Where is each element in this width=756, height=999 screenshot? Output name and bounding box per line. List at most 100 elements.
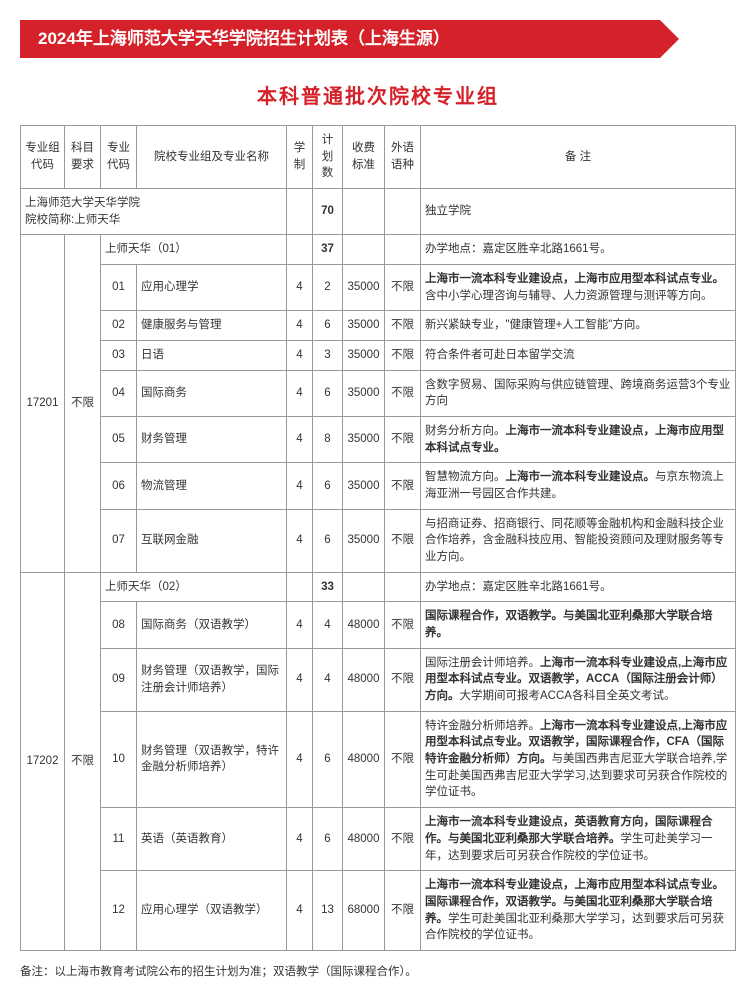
major-code: 04 bbox=[101, 370, 137, 416]
group-subject: 不限 bbox=[65, 235, 101, 572]
major-code: 01 bbox=[101, 265, 137, 311]
major-name: 财务管理（双语教学，国际注册会计师培养） bbox=[137, 648, 287, 711]
major-code: 07 bbox=[101, 509, 137, 572]
group-code: 17202 bbox=[21, 572, 65, 950]
group-lang bbox=[385, 572, 421, 602]
col-duration: 学制 bbox=[287, 126, 313, 189]
major-fee: 48000 bbox=[343, 602, 385, 648]
major-name: 健康服务与管理 bbox=[137, 311, 287, 341]
major-fee: 35000 bbox=[343, 370, 385, 416]
major-lang: 不限 bbox=[385, 311, 421, 341]
col-plan: 计划数 bbox=[313, 126, 343, 189]
major-plan: 6 bbox=[313, 711, 343, 807]
col-fee: 收费标准 bbox=[343, 126, 385, 189]
major-name: 国际商务 bbox=[137, 370, 287, 416]
major-duration: 4 bbox=[287, 711, 313, 807]
major-fee: 35000 bbox=[343, 341, 385, 371]
major-row: 06物流管理4635000不限智慧物流方向。上海市一流本科专业建设点。与京东物流… bbox=[21, 463, 736, 509]
page-banner: 2024年上海师范大学天华学院招生计划表（上海生源） bbox=[20, 20, 660, 58]
major-fee: 68000 bbox=[343, 871, 385, 951]
major-duration: 4 bbox=[287, 417, 313, 463]
major-code: 02 bbox=[101, 311, 137, 341]
col-subject: 科目要求 bbox=[65, 126, 101, 189]
major-duration: 4 bbox=[287, 311, 313, 341]
group-note: 办学地点：嘉定区胜辛北路1661号。 bbox=[421, 572, 736, 602]
major-note: 上海市一流本科专业建设点，上海市应用型本科试点专业。国际课程合作，双语教学。与美… bbox=[421, 871, 736, 951]
group-fee bbox=[343, 235, 385, 265]
major-duration: 4 bbox=[287, 463, 313, 509]
major-note: 含数字贸易、国际采购与供应链管理、跨境商务运营3个专业方向 bbox=[421, 370, 736, 416]
enrollment-table: 专业组代码 科目要求 专业代码 院校专业组及专业名称 学制 计划数 收费标准 外… bbox=[20, 125, 736, 951]
major-code: 11 bbox=[101, 808, 137, 871]
major-plan: 6 bbox=[313, 311, 343, 341]
col-lang: 外语语种 bbox=[385, 126, 421, 189]
major-row: 01应用心理学4235000不限上海市一流本科专业建设点，上海市应用型本科试点专… bbox=[21, 265, 736, 311]
major-note: 国际课程合作，双语教学。与美国北亚利桑那大学联合培养。 bbox=[421, 602, 736, 648]
major-note: 财务分析方向。上海市一流本科专业建设点，上海市应用型本科试点专业。 bbox=[421, 417, 736, 463]
group-code: 17201 bbox=[21, 235, 65, 572]
major-row: 09财务管理（双语教学，国际注册会计师培养）4448000不限国际注册会计师培养… bbox=[21, 648, 736, 711]
major-fee: 48000 bbox=[343, 648, 385, 711]
major-note: 上海市一流本科专业建设点，上海市应用型本科试点专业。含中小学心理咨询与辅导、人力… bbox=[421, 265, 736, 311]
table-body: 上海师范大学天华学院院校简称:上师天华70独立学院17201不限上师天华（01）… bbox=[21, 189, 736, 951]
major-plan: 6 bbox=[313, 370, 343, 416]
major-code: 09 bbox=[101, 648, 137, 711]
col-major: 专业代码 bbox=[101, 126, 137, 189]
page-subtitle: 本科普通批次院校专业组 bbox=[20, 80, 736, 109]
footnote: 备注：以上海市教育考试院公布的招生计划为准；双语教学（国际课程合作）。 bbox=[20, 959, 736, 979]
major-row: 08国际商务（双语教学）4448000不限国际课程合作，双语教学。与美国北亚利桑… bbox=[21, 602, 736, 648]
major-lang: 不限 bbox=[385, 417, 421, 463]
major-fee: 35000 bbox=[343, 509, 385, 572]
major-fee: 35000 bbox=[343, 463, 385, 509]
major-duration: 4 bbox=[287, 265, 313, 311]
school-plan: 70 bbox=[313, 189, 343, 235]
major-lang: 不限 bbox=[385, 463, 421, 509]
major-lang: 不限 bbox=[385, 370, 421, 416]
major-row: 05财务管理4835000不限财务分析方向。上海市一流本科专业建设点，上海市应用… bbox=[21, 417, 736, 463]
major-row: 03日语4335000不限符合条件者可赴日本留学交流 bbox=[21, 341, 736, 371]
major-code: 06 bbox=[101, 463, 137, 509]
major-lang: 不限 bbox=[385, 711, 421, 807]
major-name: 财务管理 bbox=[137, 417, 287, 463]
group-plan: 37 bbox=[313, 235, 343, 265]
group-dur bbox=[287, 572, 313, 602]
col-name: 院校专业组及专业名称 bbox=[137, 126, 287, 189]
major-code: 12 bbox=[101, 871, 137, 951]
major-lang: 不限 bbox=[385, 871, 421, 951]
major-duration: 4 bbox=[287, 509, 313, 572]
major-fee: 48000 bbox=[343, 711, 385, 807]
major-duration: 4 bbox=[287, 370, 313, 416]
major-plan: 4 bbox=[313, 648, 343, 711]
major-note: 与招商证券、招商银行、同花顺等金融机构和金融科技企业合作培养，含金融科技应用、智… bbox=[421, 509, 736, 572]
major-name: 应用心理学（双语教学） bbox=[137, 871, 287, 951]
major-fee: 35000 bbox=[343, 311, 385, 341]
major-fee: 35000 bbox=[343, 265, 385, 311]
col-code: 专业组代码 bbox=[21, 126, 65, 189]
major-duration: 4 bbox=[287, 341, 313, 371]
major-row: 12应用心理学（双语教学）41368000不限上海市一流本科专业建设点，上海市应… bbox=[21, 871, 736, 951]
major-code: 03 bbox=[101, 341, 137, 371]
group-note: 办学地点：嘉定区胜辛北路1661号。 bbox=[421, 235, 736, 265]
school-name: 上海师范大学天华学院院校简称:上师天华 bbox=[21, 189, 287, 235]
major-duration: 4 bbox=[287, 871, 313, 951]
major-note: 新兴紧缺专业，"健康管理+人工智能"方向。 bbox=[421, 311, 736, 341]
major-row: 02健康服务与管理4635000不限新兴紧缺专业，"健康管理+人工智能"方向。 bbox=[21, 311, 736, 341]
group-subject: 不限 bbox=[65, 572, 101, 950]
group-lang bbox=[385, 235, 421, 265]
major-lang: 不限 bbox=[385, 265, 421, 311]
school-summary-row: 上海师范大学天华学院院校简称:上师天华 70 独立学院 bbox=[21, 189, 736, 235]
major-plan: 8 bbox=[313, 417, 343, 463]
major-row: 07互联网金融4635000不限与招商证券、招商银行、同花顺等金融机构和金融科技… bbox=[21, 509, 736, 572]
major-note: 智慧物流方向。上海市一流本科专业建设点。与京东物流上海亚洲一号园区合作共建。 bbox=[421, 463, 736, 509]
group-plan: 33 bbox=[313, 572, 343, 602]
major-name: 互联网金融 bbox=[137, 509, 287, 572]
major-plan: 6 bbox=[313, 808, 343, 871]
group-header-row: 17201不限上师天华（01）37办学地点：嘉定区胜辛北路1661号。 bbox=[21, 235, 736, 265]
major-note: 上海市一流本科专业建设点，英语教育方向，国际课程合作。与美国北亚利桑那大学联合培… bbox=[421, 808, 736, 871]
major-plan: 6 bbox=[313, 509, 343, 572]
group-name: 上师天华（01） bbox=[101, 235, 287, 265]
group-name: 上师天华（02） bbox=[101, 572, 287, 602]
school-note: 独立学院 bbox=[421, 189, 736, 235]
major-note: 符合条件者可赴日本留学交流 bbox=[421, 341, 736, 371]
major-name: 财务管理（双语教学，特许金融分析师培养） bbox=[137, 711, 287, 807]
